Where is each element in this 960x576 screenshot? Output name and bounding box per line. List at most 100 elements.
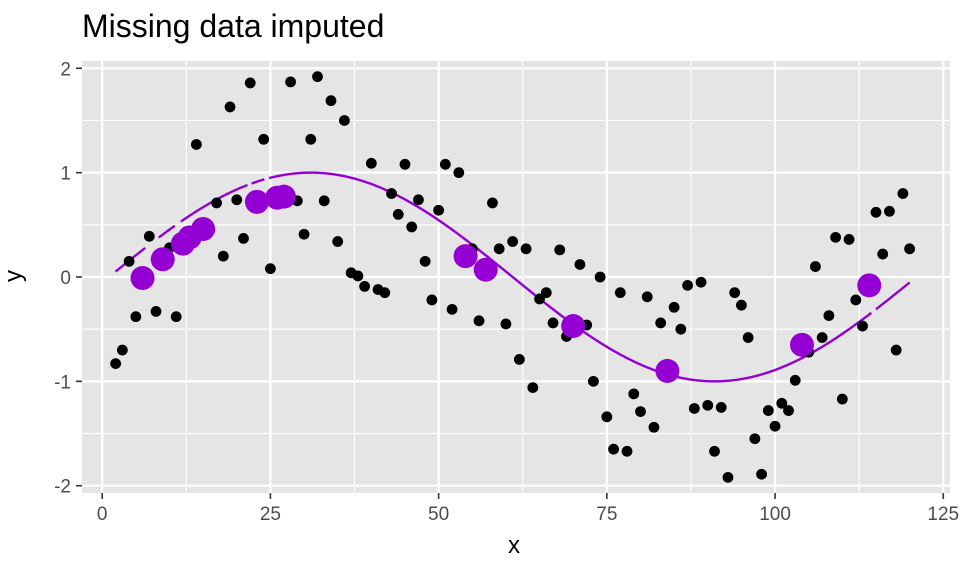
observed-point [547,317,559,329]
observed-point [487,197,498,209]
observed-point [305,133,317,145]
observed-point [258,133,270,145]
observed-point [265,263,276,275]
imputed-point [150,247,175,272]
observed-point [621,445,633,457]
observed-point [325,95,337,107]
y-tick-label: 1 [60,164,71,185]
observed-point [601,411,613,423]
observed-point [493,243,505,255]
observed-point [614,287,626,299]
observed-point [843,234,855,245]
observed-point [702,399,714,411]
observed-point [762,405,774,416]
observed-point [709,445,720,457]
observed-point [527,382,539,394]
observed-point [419,255,431,267]
imputed-point [473,257,498,282]
observed-point [776,397,788,409]
y-axis: -2 -1 0 1 2 [54,59,82,498]
observed-point [850,294,862,306]
observed-point [870,206,882,218]
observed-point [890,344,902,356]
observed-point [453,167,465,179]
observed-point [312,71,323,83]
x-tick-label: 125 [927,504,959,525]
observed-point [413,194,424,206]
observed-point [729,287,741,299]
observed-point [769,420,781,432]
x-tick-label: 50 [428,504,449,525]
observed-point [339,115,350,126]
observed-point [884,205,895,217]
observed-point [473,315,485,327]
observed-point [392,208,404,220]
observed-point [587,375,599,387]
observed-point [574,259,586,270]
observed-point [789,374,801,386]
observed-point [823,310,835,322]
observed-point [224,101,236,113]
observed-point [143,230,155,242]
imputed-points [130,184,882,383]
observed-point [352,270,364,282]
observed-point [231,194,243,206]
observed-point [217,250,229,262]
observed-point [836,393,848,405]
observed-point [318,195,330,207]
grid-minor [82,61,950,493]
x-axis: 0 25 50 75 100 125 [97,493,959,525]
observed-point [857,320,868,332]
observed-point [749,433,761,445]
imputed-point [244,189,269,214]
x-tick-label: 75 [596,504,617,525]
imputed-point [271,184,296,209]
y-axis-label: y [0,270,27,282]
observed-point [682,279,693,291]
observed-point [668,301,680,313]
x-tick-label: 25 [260,504,281,525]
observed-point [608,443,619,455]
y-tick-label: 0 [60,268,71,289]
observed-point [123,255,135,267]
imputed-point [655,358,680,383]
observed-point [507,236,519,247]
observed-point [244,77,256,89]
observed-point [150,306,162,317]
x-tick-label: 0 [97,504,108,525]
observed-point [406,221,418,233]
observed-point [365,157,377,169]
observed-point [722,471,734,483]
observed-point [675,323,687,335]
observed-point [742,332,754,343]
observed-point [170,311,182,323]
grid-major [82,61,950,493]
observed-point [399,158,411,170]
imputed-point [789,332,814,357]
observed-point [816,332,828,343]
imputed-point [130,266,155,291]
observed-point [426,294,438,306]
observed-point [433,204,445,216]
observed-point [756,468,767,480]
observed-point [641,291,653,303]
observed-point [594,271,606,283]
observed-point [655,317,667,329]
observed-point [635,406,646,418]
observed-point [332,236,344,247]
observed-point [554,244,566,256]
observed-point [830,231,842,243]
observed-points [110,71,916,483]
observed-point [877,248,889,260]
observed-point [298,228,310,240]
observed-point [688,403,700,414]
chart-title: Missing data imputed [82,8,385,44]
observed-point [520,243,532,255]
observed-point [238,232,249,244]
imputed-point [561,314,586,339]
observed-point [379,287,391,299]
observed-point [116,344,128,356]
observed-point [715,402,727,413]
observed-point [904,243,916,255]
